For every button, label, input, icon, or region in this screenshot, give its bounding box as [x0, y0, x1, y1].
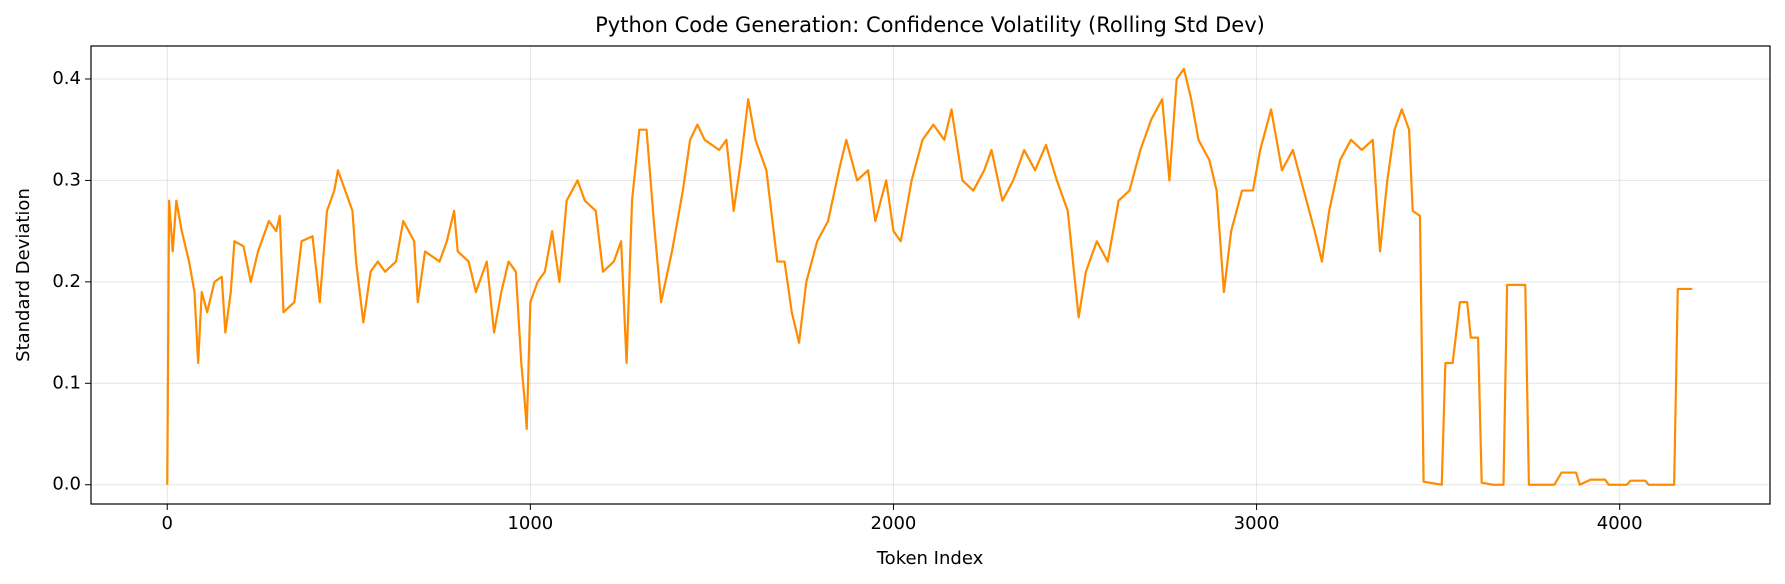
x-tick-label: 2000	[871, 513, 917, 534]
y-tick-label: 0.1	[52, 372, 81, 393]
y-tick-label: 0.3	[52, 169, 81, 190]
x-axis-label: Token Index	[876, 548, 984, 569]
y-tick-label: 0.4	[52, 68, 81, 89]
x-tick-label: 3000	[1234, 513, 1280, 534]
x-tick-label: 4000	[1597, 513, 1643, 534]
y-tick-label: 0.0	[52, 474, 81, 495]
data-line	[166, 67, 1693, 486]
chart-title: Python Code Generation: Confidence Volat…	[595, 13, 1265, 37]
y-tick-label: 0.2	[52, 271, 81, 292]
plot-frame	[90, 45, 1771, 505]
y-axis-label: Standard Deviation	[13, 188, 34, 362]
x-tick-label: 0	[162, 513, 173, 534]
x-tick-label: 1000	[507, 513, 553, 534]
